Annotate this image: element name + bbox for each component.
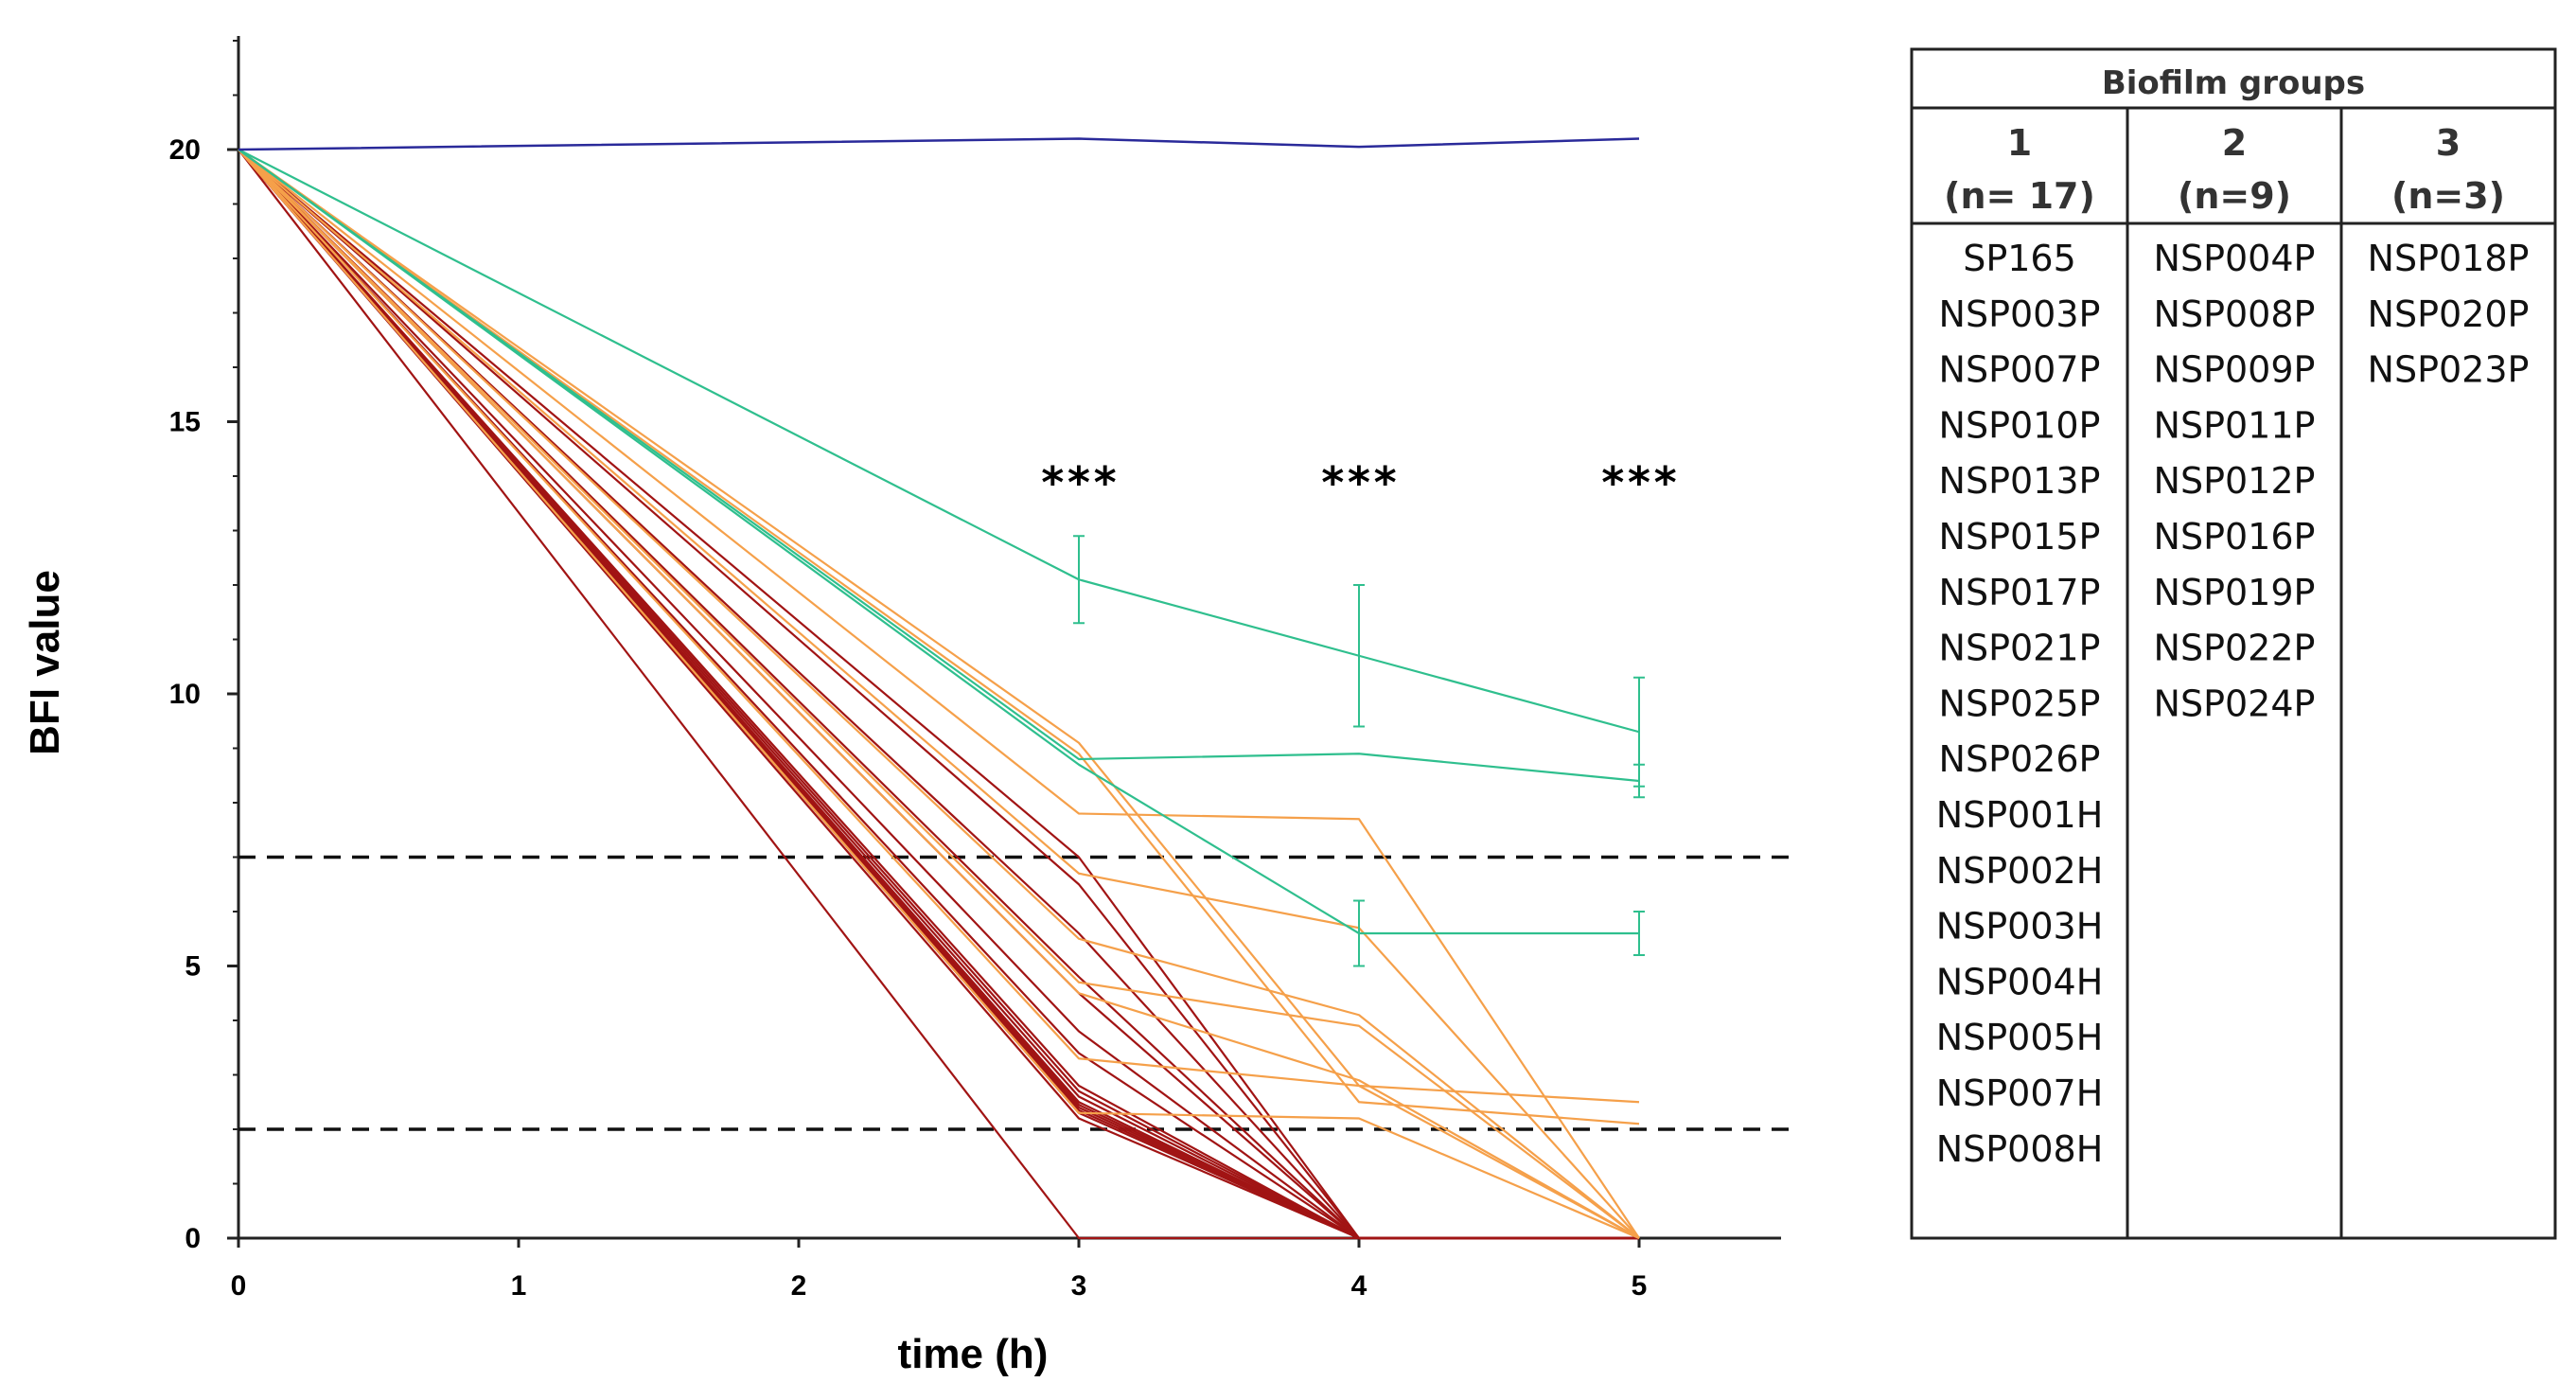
- x-tick-label: 5: [1632, 1270, 1648, 1302]
- table-cell: NSP008H: [1936, 1128, 2104, 1170]
- series-line-g1-c: [238, 149, 1639, 1240]
- x-tick-label: 1: [511, 1270, 527, 1302]
- table-cell: NSP018P: [2368, 238, 2530, 279]
- series-line-g1-j: [238, 149, 1639, 1240]
- x-tick-label: 3: [1071, 1270, 1087, 1302]
- x-tick-label: 2: [791, 1270, 807, 1302]
- table-cell: NSP021P: [1939, 628, 2101, 669]
- series-line-g1-q: [238, 149, 1639, 1240]
- series-line-g2-c: [238, 149, 1640, 1239]
- table-cell: NSP012P: [2154, 460, 2316, 502]
- x-tick-label: 4: [1351, 1270, 1367, 1302]
- significance-label: ***: [1319, 457, 1398, 508]
- x-ticks: 0 1 2 3 4 5: [231, 1238, 1648, 1302]
- table-cell: NSP020P: [2368, 293, 2530, 335]
- group1-series: [238, 149, 1639, 1240]
- y-tick-label: 15: [169, 407, 201, 438]
- series-line-g3-c: [238, 149, 1639, 935]
- table-group-number: 2: [2222, 122, 2247, 164]
- series-line-g2-g: [238, 149, 1640, 1239]
- table-cell: NSP004H: [1936, 961, 2104, 1002]
- threshold-lines: [238, 855, 1798, 1131]
- series-line-g2-e: [238, 149, 1640, 1239]
- control-series: [238, 137, 1640, 151]
- series-line-g2-f: [238, 149, 1640, 1239]
- table-group-number: 3: [2436, 122, 2461, 164]
- series-line-g1-d: [238, 149, 1639, 1240]
- table-group-count: (n=3): [2391, 175, 2505, 217]
- series-line-g2-d: [238, 149, 1640, 1239]
- series-line-g1-i: [238, 149, 1639, 1240]
- table-cell: NSP016P: [2154, 516, 2316, 558]
- series-line-g1-m: [238, 149, 1639, 1240]
- y-tick-label: 5: [185, 951, 201, 983]
- series-line-g1-h: [238, 149, 1639, 1240]
- table-cell: NSP008P: [2154, 293, 2316, 335]
- x-tick-label: 0: [231, 1270, 247, 1302]
- table-cell: NSP009P: [2154, 349, 2316, 391]
- y-axis-title: BFI value: [22, 570, 68, 755]
- series-line-g2-h: [238, 149, 1640, 1239]
- table-cell: NSP003H: [1936, 906, 2104, 948]
- table-cell: NSP025P: [1939, 682, 2101, 724]
- significance-label: ***: [1039, 457, 1118, 508]
- series-line-g2-a: [238, 149, 1640, 1104]
- significance-marks: *** *** ***: [1039, 457, 1678, 508]
- series-line-g1-k: [238, 149, 1639, 1240]
- table-group-count: (n= 17): [1944, 175, 2095, 217]
- table-cell: NSP003P: [1939, 293, 2101, 335]
- table-columns: 1 (n= 17) SP165 NSP003P NSP007P NSP010P NSP013…: [1936, 122, 2530, 1170]
- error-bars: [1073, 535, 1645, 967]
- table-cell: NSP013P: [1939, 460, 2101, 502]
- table-title: Biofilm groups: [2102, 64, 2365, 102]
- table-cell: NSP007H: [1936, 1072, 2104, 1114]
- biofilm-groups-table: Biofilm groups 1 (n= 17) SP165 NSP003P NSP00…: [1910, 47, 2557, 1240]
- series-line-g3-a: [238, 149, 1640, 734]
- y-major-ticks: 0 5 10 15 20: [169, 134, 238, 1254]
- table-cell: NSP010P: [1939, 404, 2101, 446]
- series-line-g2-i: [238, 149, 1640, 1240]
- series-line-g1-a: [238, 149, 1639, 1240]
- series-line-g2-b: [238, 149, 1640, 1125]
- series-line-g1-g: [238, 149, 1639, 1240]
- table-cell: NSP023P: [2368, 349, 2530, 391]
- table-cell: NSP024P: [2154, 682, 2316, 724]
- table-cell: SP165: [1963, 238, 2076, 279]
- series-line-g1-o: [238, 149, 1639, 1240]
- table-cell: NSP015P: [1939, 516, 2101, 558]
- table-cell: NSP002H: [1936, 850, 2104, 892]
- table-cell: NSP004P: [2154, 238, 2316, 279]
- significance-label: ***: [1599, 457, 1678, 508]
- series-line-g3-b: [238, 149, 1640, 783]
- y-tick-label: 20: [169, 134, 201, 166]
- table-cell: NSP007P: [1939, 349, 2101, 391]
- group2-series: [238, 149, 1640, 1240]
- table-group-count: (n=9): [2178, 175, 2291, 217]
- series-line-control: [238, 137, 1640, 151]
- x-axis-title: time (h): [898, 1331, 1049, 1377]
- series-line-g1-n: [238, 149, 1639, 1240]
- y-tick-label: 0: [185, 1223, 201, 1254]
- series-line-g1-p: [238, 149, 1639, 1240]
- table-cell: NSP022P: [2154, 628, 2316, 669]
- series-line-g1-l: [238, 149, 1639, 1240]
- table-cell: NSP005H: [1936, 1017, 2104, 1058]
- table-cell: NSP011P: [2154, 404, 2316, 446]
- table-group-number: 1: [2007, 122, 2032, 164]
- table-cell: NSP017P: [1939, 572, 2101, 613]
- table-cell: NSP026P: [1939, 738, 2101, 780]
- y-minor-ticks: [233, 40, 238, 1185]
- series-line-g1-e: [238, 149, 1639, 1240]
- table-cell: NSP001H: [1936, 794, 2104, 836]
- table-frame: [1910, 47, 2557, 1240]
- y-tick-label: 10: [169, 679, 201, 710]
- group3-series: [238, 149, 1640, 935]
- series-line-g1-f: [238, 149, 1639, 1240]
- series-line-g1-b: [238, 149, 1639, 1240]
- table-cell: NSP019P: [2154, 572, 2316, 613]
